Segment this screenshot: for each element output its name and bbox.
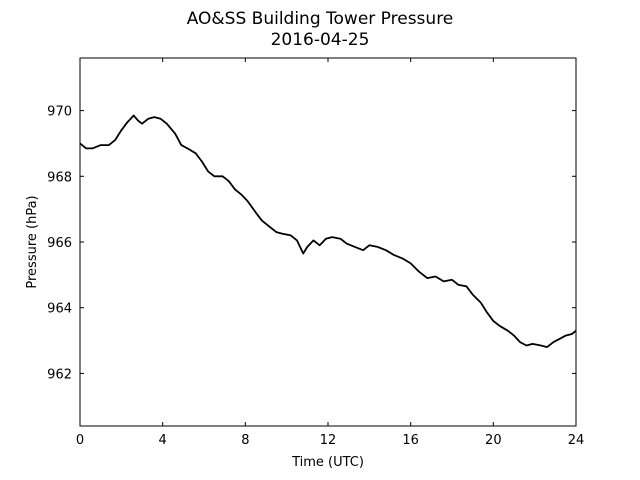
x-tick-label: 4 xyxy=(159,433,167,448)
x-axis-label: Time (UTC) xyxy=(291,455,364,470)
chart-title: AO&SS Building Tower Pressure xyxy=(187,9,454,29)
x-tick-label: 16 xyxy=(402,433,419,448)
x-tick-label: 8 xyxy=(241,433,249,448)
tick-layer: 0 4 8 12 16 20 24 962 964 966 968 970 xyxy=(47,58,584,448)
y-tick-label: 966 xyxy=(47,236,72,251)
pressure-series-line xyxy=(79,114,577,348)
y-tick-label: 962 xyxy=(47,367,72,382)
chart-subtitle: 2016-04-25 xyxy=(271,30,370,50)
y-tick-label: 964 xyxy=(47,302,72,317)
x-tick-label: 20 xyxy=(485,433,502,448)
y-tick-label: 970 xyxy=(47,105,72,120)
x-tick-label: 24 xyxy=(568,433,585,448)
plot-area xyxy=(79,114,577,348)
axes-frame xyxy=(79,57,577,427)
x-tick-label: 0 xyxy=(76,433,84,448)
x-tick-label: 12 xyxy=(320,433,337,448)
y-axis-label: Pressure (hPa) xyxy=(25,195,40,288)
y-tick-label: 968 xyxy=(47,170,72,185)
